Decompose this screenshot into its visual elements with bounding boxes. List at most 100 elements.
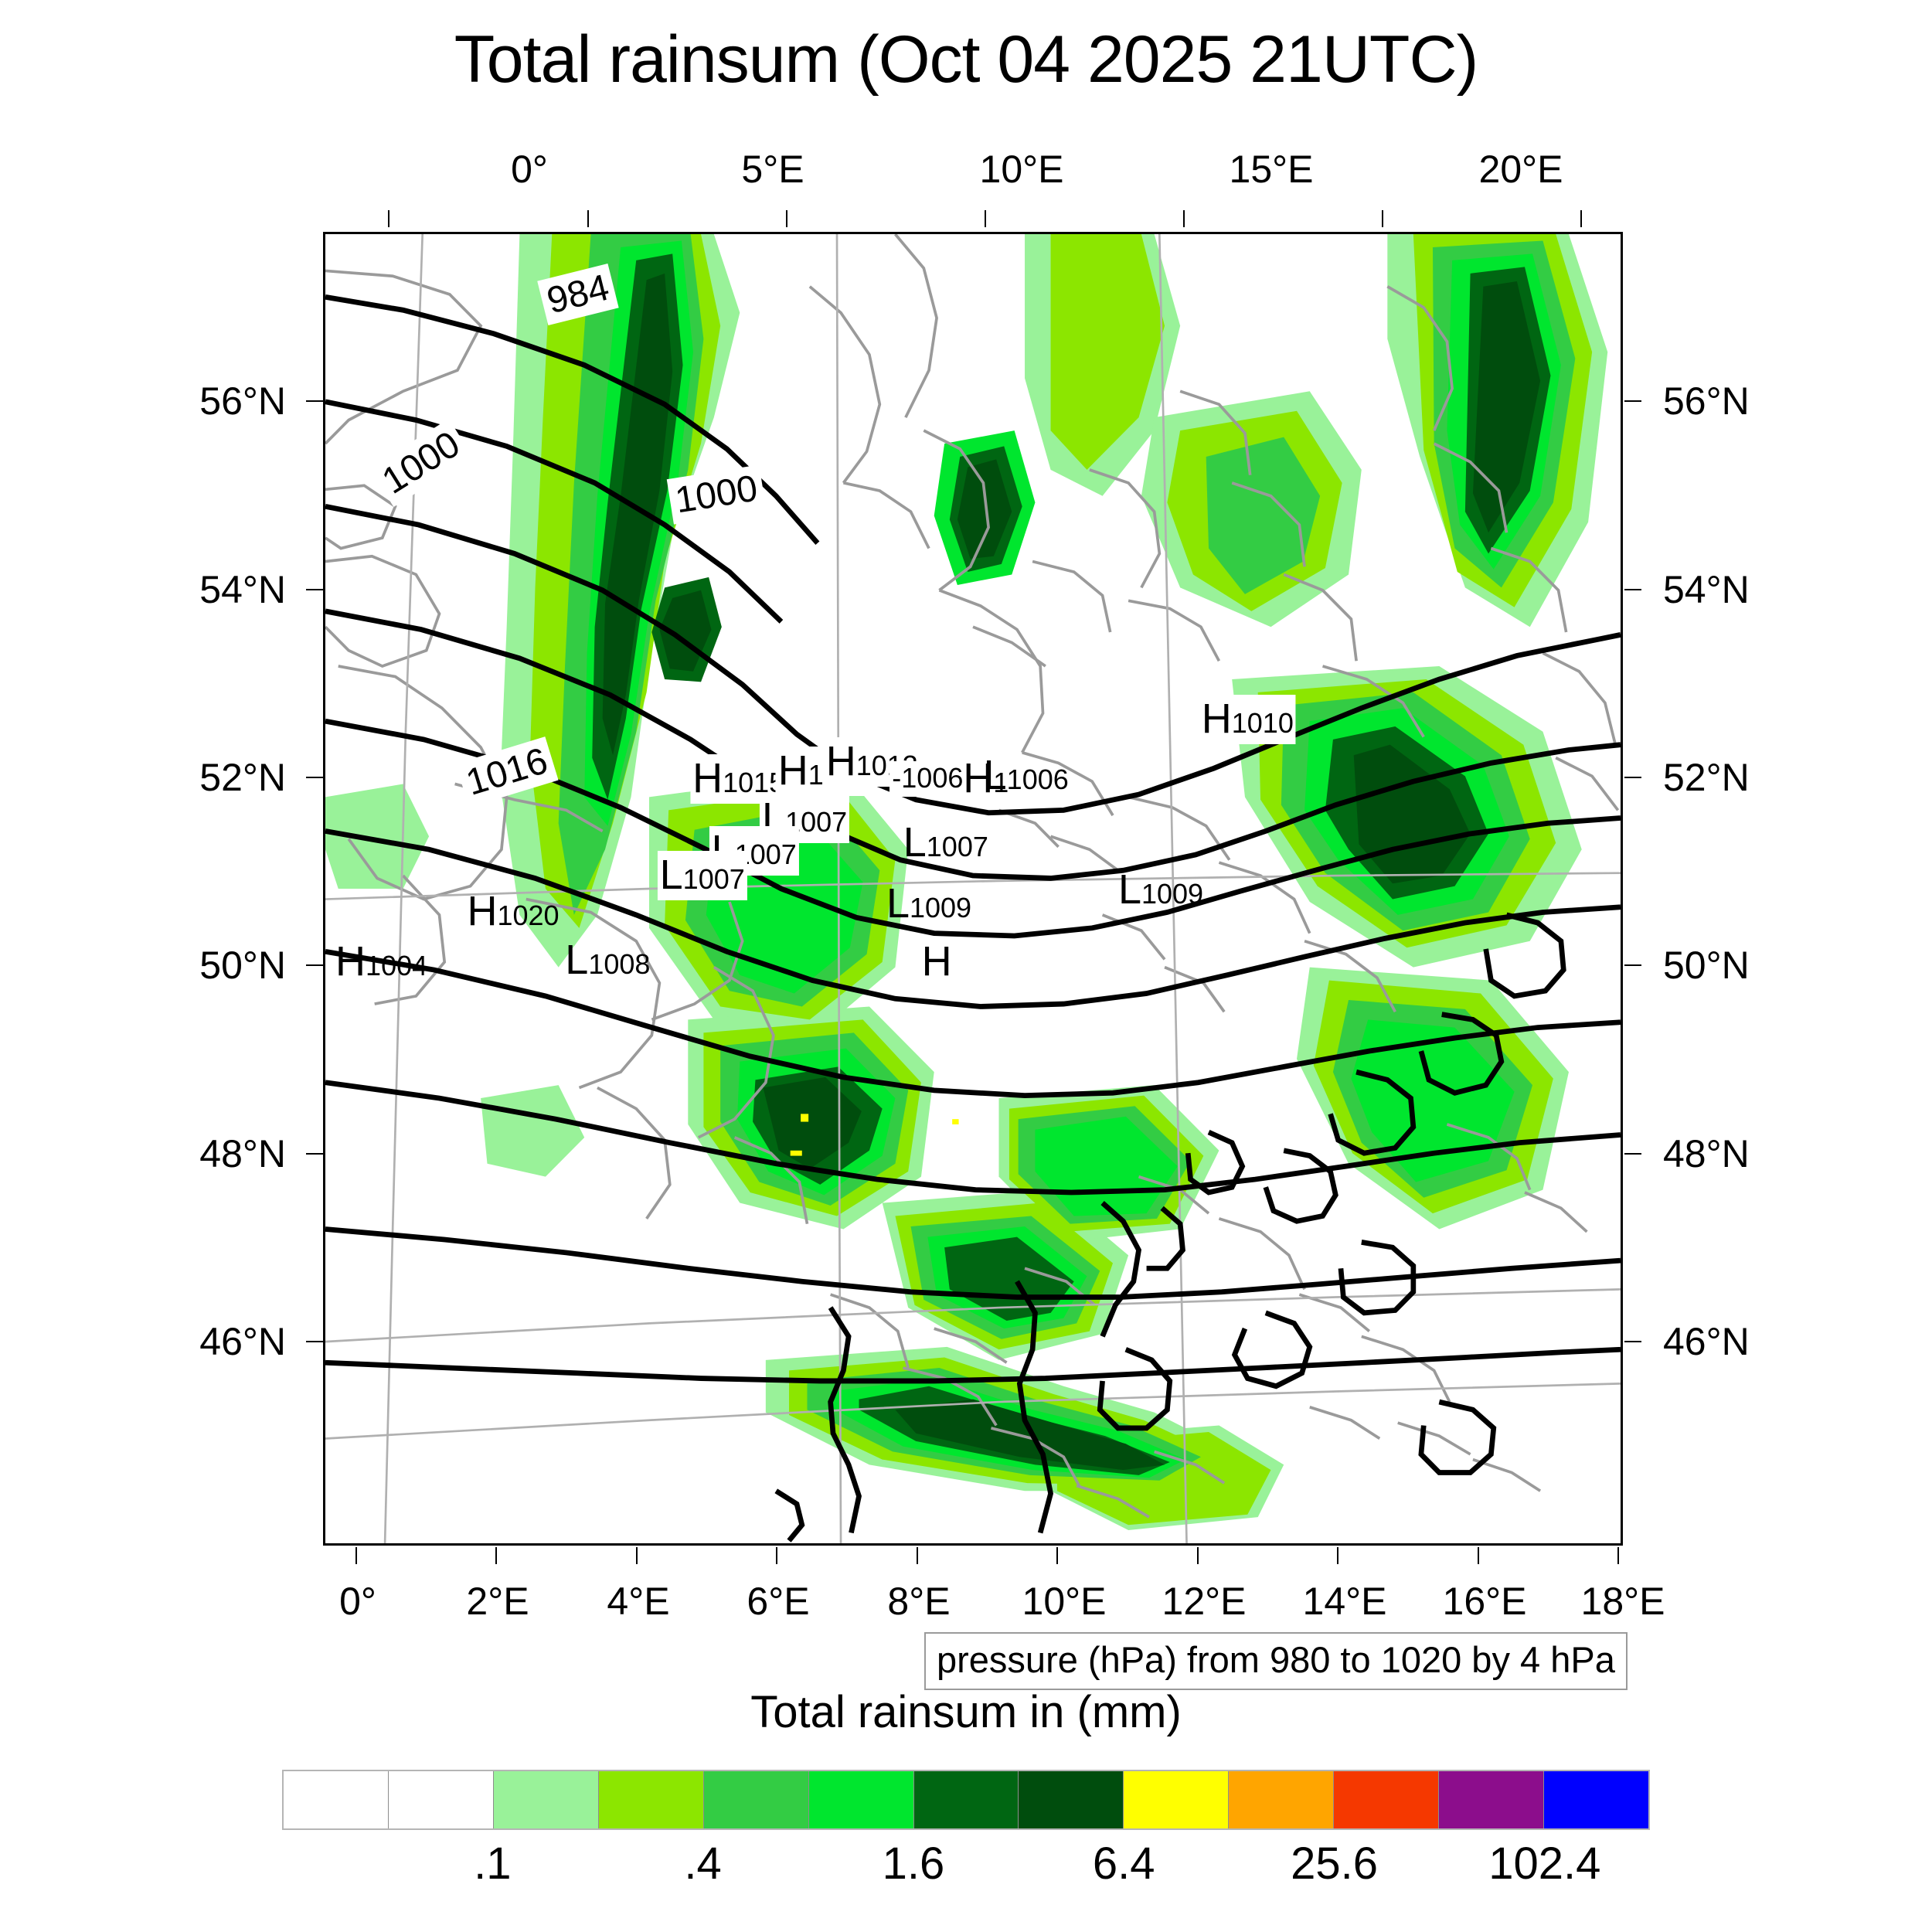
colorbar-title: Total rainsum in (mm) — [750, 1687, 1182, 1737]
axis-bottom-label-7: 14°E — [1302, 1580, 1387, 1623]
pressure-center-high: H1010 — [1199, 695, 1296, 745]
axis-tick — [636, 1547, 638, 1564]
axis-tick — [495, 1547, 497, 1564]
axis-tick — [1478, 1547, 1479, 1564]
colorbar-tick-.4: .4 — [684, 1838, 722, 1889]
axis-tick — [1624, 1341, 1641, 1342]
isobars — [325, 294, 1621, 1543]
pressure-contour-note: pressure (hPa) from 980 to 1020 by 4 hPa — [924, 1632, 1628, 1690]
precip-shading-yellow — [790, 1114, 959, 1156]
axis-top-label-3: 15°E — [1229, 148, 1314, 191]
axis-bottom-label-2: 4°E — [607, 1580, 670, 1623]
colorbar-cell-8 — [1124, 1771, 1230, 1828]
axis-right-label-0: 56°N — [1663, 379, 1750, 423]
axis-bottom-label-6: 12°E — [1162, 1580, 1247, 1623]
axis-bottom-label-4: 8°E — [887, 1580, 951, 1623]
map-canvas: 984 1000 1000 1016 H1015 H1014 H1013 -10… — [325, 234, 1621, 1543]
axis-tick — [1183, 210, 1185, 227]
precip-shading-darkest — [602, 273, 1541, 1471]
pressure-center-label: -1006 — [889, 760, 966, 797]
map-graphics — [325, 234, 1621, 1543]
axis-top-label-2: 10°E — [979, 148, 1064, 191]
colorbar-cell-0 — [284, 1771, 389, 1828]
pressure-center-high: H1004 — [335, 937, 428, 985]
pressure-center-high: H1020 — [467, 888, 560, 935]
colorbar-cell-9 — [1229, 1771, 1335, 1828]
axis-left-label-5: 46°N — [199, 1320, 286, 1363]
pressure-center-low: L1007 — [903, 818, 988, 866]
axis-top-label-0: 0° — [511, 148, 548, 191]
axis-left-label-3: 50°N — [199, 944, 286, 987]
axis-bottom-label-3: 6°E — [747, 1580, 810, 1623]
axis-tick — [306, 589, 323, 590]
axis-bottom-label-9: 18°E — [1580, 1580, 1665, 1623]
colorbar-cell-10 — [1334, 1771, 1440, 1828]
colorbar-cell-11 — [1439, 1771, 1545, 1828]
colorbar-cell-5 — [808, 1771, 914, 1828]
axis-tick — [1624, 964, 1641, 966]
pressure-center-low: L1009 — [1117, 866, 1204, 913]
axis-tick — [587, 210, 589, 227]
axis-tick — [1624, 777, 1641, 778]
pressure-center-low: L1006 — [983, 752, 1069, 799]
coastline-borders — [325, 234, 1620, 1519]
axis-tick — [985, 210, 986, 227]
axis-tick — [917, 1547, 918, 1564]
axis-left-label-2: 52°N — [199, 756, 286, 799]
colorbar-cell-6 — [913, 1771, 1019, 1828]
axis-left-label-1: 54°N — [199, 568, 286, 611]
axis-bottom-label-0: 0° — [339, 1580, 376, 1623]
axis-right-label-1: 54°N — [1663, 568, 1750, 611]
axis-bottom-label-8: 16°E — [1442, 1580, 1527, 1623]
pressure-center-low: L1008 — [565, 937, 651, 984]
pressure-center-high: H1 — [963, 754, 1009, 801]
axis-bottom-label-1: 2°E — [466, 1580, 529, 1623]
axis-tick — [355, 1547, 357, 1564]
axis-tick — [1624, 400, 1641, 402]
axis-top-label-1: 5°E — [741, 148, 804, 191]
axis-tick — [1337, 1547, 1338, 1564]
colorbar-cells — [282, 1770, 1650, 1830]
axis-left-label-0: 56°N — [199, 379, 286, 423]
colorbar-cell-7 — [1019, 1771, 1124, 1828]
axis-tick — [1382, 210, 1383, 227]
axis-tick — [1056, 1547, 1058, 1564]
axis-tick — [306, 964, 323, 966]
colorbar-cell-4 — [703, 1771, 809, 1828]
colorbar-tick-1.6: 1.6 — [882, 1838, 945, 1889]
colorbar-cell-12 — [1544, 1771, 1648, 1828]
axis-tick — [306, 400, 323, 402]
map-plot-area: 984 1000 1000 1016 H1015 H1014 H1013 -10… — [323, 232, 1623, 1546]
axis-tick — [306, 777, 323, 778]
colorbar-tick-102.4: 102.4 — [1488, 1838, 1601, 1889]
colorbar — [282, 1770, 1650, 1830]
pressure-center-low: L1007 — [657, 851, 747, 901]
axis-tick — [1624, 589, 1641, 590]
axis-tick — [388, 210, 389, 227]
axis-tick — [1580, 210, 1582, 227]
axis-right-label-4: 48°N — [1663, 1132, 1750, 1175]
pressure-center-low: L1009 — [886, 880, 972, 927]
axis-right-label-2: 52°N — [1663, 756, 1750, 799]
colorbar-cell-3 — [598, 1771, 704, 1828]
axis-tick — [776, 1547, 777, 1564]
graticule — [325, 234, 1621, 1543]
axis-right-label-3: 50°N — [1663, 944, 1750, 987]
colorbar-cell-2 — [493, 1771, 599, 1828]
colorbar-tick-labels: .1 .4 1.6 6.4 25.6 102.4 — [282, 1838, 1650, 1900]
page-title: Total rainsum (Oct 04 2025 21UTC) — [454, 22, 1478, 97]
pressure-center-high: H — [921, 937, 952, 985]
axis-tick — [306, 1341, 323, 1342]
axis-tick — [1197, 1547, 1199, 1564]
axis-tick — [306, 1153, 323, 1155]
axis-right-label-5: 46°N — [1663, 1320, 1750, 1363]
axis-tick — [1624, 1153, 1641, 1155]
colorbar-tick-6.4: 6.4 — [1092, 1838, 1155, 1889]
axis-tick — [1617, 1547, 1619, 1564]
axis-tick — [786, 210, 787, 227]
axis-left-label-4: 48°N — [199, 1132, 286, 1175]
colorbar-cell-1 — [388, 1771, 494, 1828]
axis-top-label-4: 20°E — [1478, 148, 1563, 191]
axis-bottom-label-5: 10°E — [1022, 1580, 1107, 1623]
colorbar-tick-25.6: 25.6 — [1291, 1838, 1378, 1889]
